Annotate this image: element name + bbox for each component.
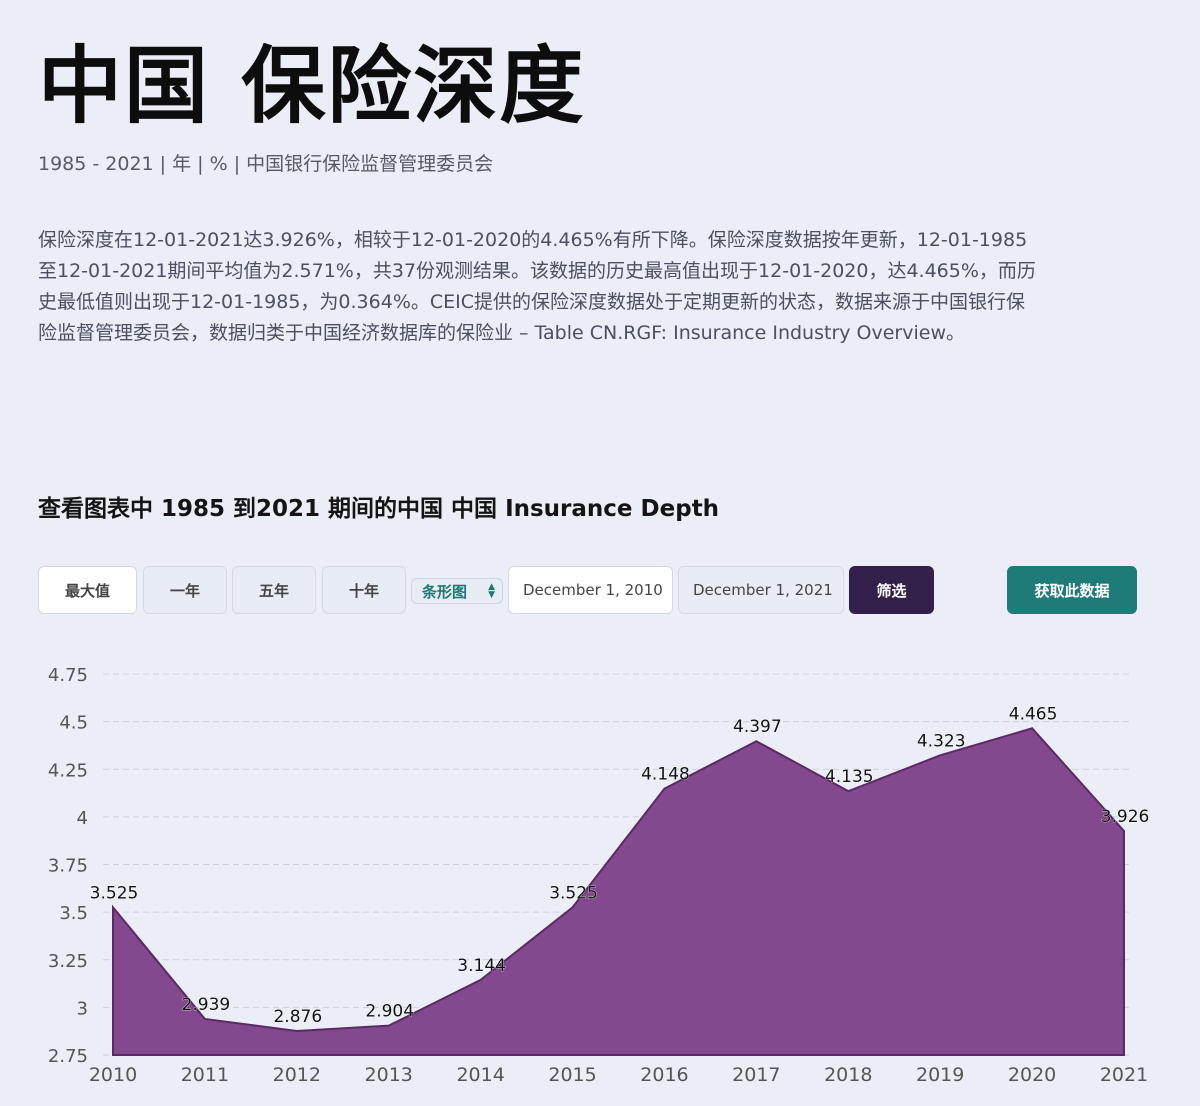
chart-heading: 查看图表中 1985 到2021 期间的中国 中国 Insurance Dept…	[38, 496, 720, 522]
range-max-button[interactable]: 最大值	[38, 566, 137, 614]
page-title: 中国 保险深度	[38, 37, 586, 135]
svg-text:3.926: 3.926	[1101, 807, 1150, 827]
svg-text:2018: 2018	[824, 1064, 872, 1086]
svg-text:3.75: 3.75	[48, 856, 88, 877]
svg-text:2015: 2015	[548, 1064, 596, 1086]
svg-text:4.397: 4.397	[733, 717, 782, 737]
svg-text:2019: 2019	[916, 1064, 964, 1086]
svg-text:4.75: 4.75	[48, 665, 88, 686]
svg-text:2014: 2014	[456, 1064, 504, 1086]
range-1y-button[interactable]: 一年	[143, 566, 227, 614]
svg-text:3.144: 3.144	[457, 956, 506, 976]
chart-type-select[interactable]: 条形图 ▲ ▼	[411, 578, 503, 604]
svg-text:4: 4	[77, 808, 88, 829]
svg-text:2016: 2016	[640, 1064, 688, 1086]
page-subtitle: 1985 - 2021 | 年 | % | 中国银行保险监督管理委员会	[38, 153, 494, 175]
y-axis-labels: 2.75 3 3.25 3.5 3.75 4 4.25 4.5 4.75	[48, 665, 88, 1067]
svg-text:2.904: 2.904	[365, 1002, 414, 1022]
svg-text:4.465: 4.465	[1009, 704, 1058, 724]
svg-text:2021: 2021	[1100, 1064, 1148, 1086]
filter-button[interactable]: 筛选	[849, 566, 934, 614]
svg-text:2011: 2011	[181, 1064, 229, 1086]
svg-text:2010: 2010	[89, 1064, 137, 1086]
end-date-input[interactable]: December 1, 2021	[678, 566, 844, 614]
chart-type-value: 条形图	[422, 582, 468, 601]
svg-text:2.75: 2.75	[48, 1046, 88, 1067]
x-axis-labels: 2010 2011 2012 2013 2014 2015 2016 2017 2018 2019…	[89, 1064, 1148, 1086]
svg-text:3: 3	[77, 998, 88, 1019]
svg-text:4.148: 4.148	[641, 765, 690, 785]
svg-text:4.135: 4.135	[825, 767, 874, 787]
svg-text:2013: 2013	[365, 1064, 413, 1086]
description-paragraph: 保险深度在12-01-2021达3.926%，相较于12-01-2020的4.4…	[38, 229, 1036, 344]
area-series	[112, 727, 1125, 1056]
insurance-depth-area-chart: 2.75 3 3.25 3.5 3.75 4 4.25 4.5 4.75 3.525 2.939 2…	[48, 665, 1150, 1086]
svg-text:2.876: 2.876	[273, 1007, 322, 1027]
chart-controls: 最大值 一年 五年 十年 条形图 ▲ ▼ December 1, 2010 Dec…	[0, 566, 1200, 616]
svg-text:3.5: 3.5	[59, 903, 88, 924]
svg-text:2.939: 2.939	[182, 995, 231, 1015]
data-labels: 3.525 2.939 2.876 2.904 3.144 3.525 4.148 4.397…	[89, 704, 1150, 1027]
svg-text:3.25: 3.25	[48, 951, 88, 972]
svg-text:3.525: 3.525	[90, 883, 139, 903]
start-date-input[interactable]: December 1, 2010	[508, 566, 673, 614]
select-arrows-icon: ▲ ▼	[488, 582, 495, 600]
svg-text:4.5: 4.5	[59, 713, 88, 734]
svg-text:3.525: 3.525	[549, 883, 598, 903]
svg-text:4.323: 4.323	[917, 731, 966, 751]
range-5y-button[interactable]: 五年	[232, 566, 316, 614]
svg-text:2012: 2012	[273, 1064, 321, 1086]
svg-text:4.25: 4.25	[48, 760, 88, 781]
svg-text:2017: 2017	[732, 1064, 780, 1086]
range-10y-button[interactable]: 十年	[322, 566, 406, 614]
svg-text:2020: 2020	[1008, 1064, 1056, 1086]
get-data-button[interactable]: 获取此数据	[1007, 566, 1137, 614]
